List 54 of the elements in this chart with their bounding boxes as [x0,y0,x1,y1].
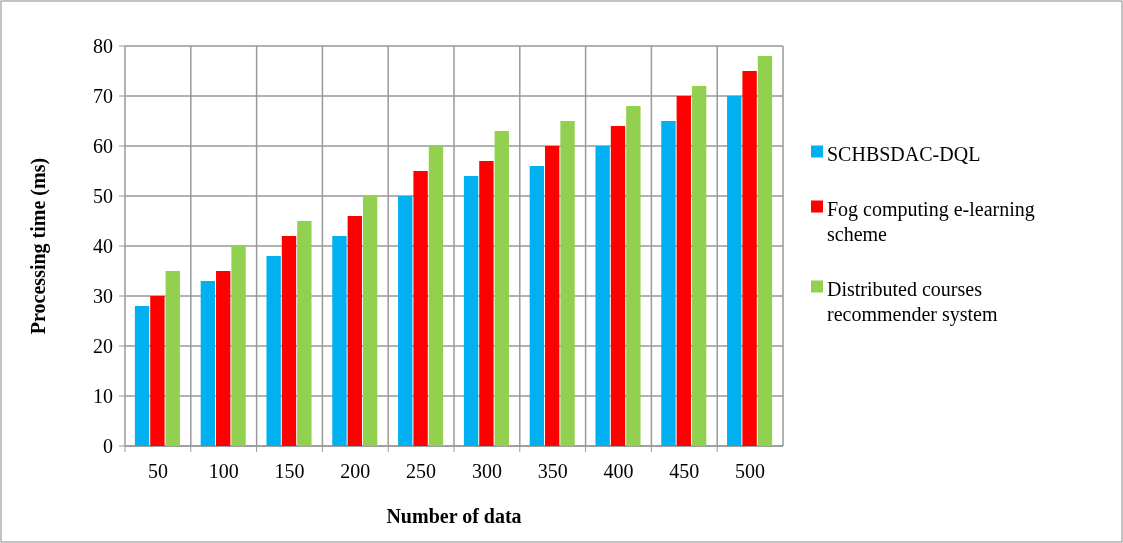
bar [661,121,676,446]
bar [610,126,626,446]
bar [200,281,216,446]
x-tick-label: 250 [406,460,437,482]
y-tick-label: 0 [103,435,113,457]
bar [413,171,428,446]
x-tick-label: 300 [471,460,502,482]
bar [297,221,312,446]
y-tick-label: 60 [93,135,113,157]
x-axis-title: Number of data [386,505,522,527]
y-tick-label: 20 [93,335,113,357]
y-tick-label: 30 [93,285,113,307]
bar [676,96,691,446]
bar [595,146,610,446]
x-tick-label: 450 [669,460,700,482]
x-tick-label: 400 [603,460,634,482]
y-tick-label: 70 [93,85,113,107]
bar [727,96,742,446]
bar [281,236,297,446]
bar [479,161,494,446]
x-tick-label: 100 [208,460,239,482]
x-tick-label: 50 [147,460,168,482]
bar [231,246,246,446]
bar [398,196,413,446]
bar [626,106,641,446]
legend-label: Distributed courses recommender system [827,277,998,326]
legend-label: Fog computing e-learning scheme [827,197,1035,245]
bar [150,296,165,446]
y-tick-label: 10 [93,385,113,407]
y-tick-label: 50 [93,185,113,207]
y-tick-label: 80 [93,35,113,57]
x-tick-label: 200 [340,460,371,482]
bar [463,176,479,446]
bar [165,271,180,446]
bar [757,56,773,446]
x-tick-label: 150 [274,460,305,482]
bar [362,196,378,446]
x-tick-label: 500 [735,460,766,482]
bar [529,166,545,446]
bar [545,146,560,446]
bar [428,146,444,446]
bar [560,121,575,446]
bar [134,306,150,446]
bar [742,71,757,446]
x-tick-label: 350 [537,460,568,482]
bar [347,216,362,446]
y-tick-label: 40 [93,235,113,257]
bar [216,271,231,446]
legend-label: SCHBSDAC-DQL [827,142,981,165]
y-axis-title: Processing time (ms) [27,157,50,335]
bar [691,86,707,446]
bar [332,236,347,446]
bar [494,131,509,446]
bar [266,256,281,446]
